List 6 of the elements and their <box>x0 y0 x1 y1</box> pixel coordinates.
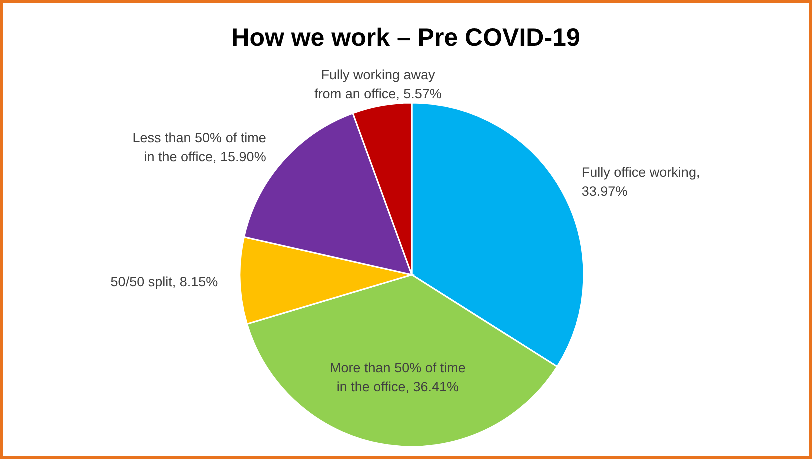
slice-label: Less than 50% of time in the office, 15.90% <box>132 130 266 164</box>
slice-label: More than 50% of time in the office, 36.41% <box>330 360 466 395</box>
chart-title: How we work – Pre COVID-19 <box>232 24 580 52</box>
slice-label: 50/50 split, 8.15% <box>110 274 218 290</box>
slice-label: Fully working away from an office, 5.57% <box>314 67 442 102</box>
slice-label: Fully office working, 33.97% <box>582 164 700 199</box>
